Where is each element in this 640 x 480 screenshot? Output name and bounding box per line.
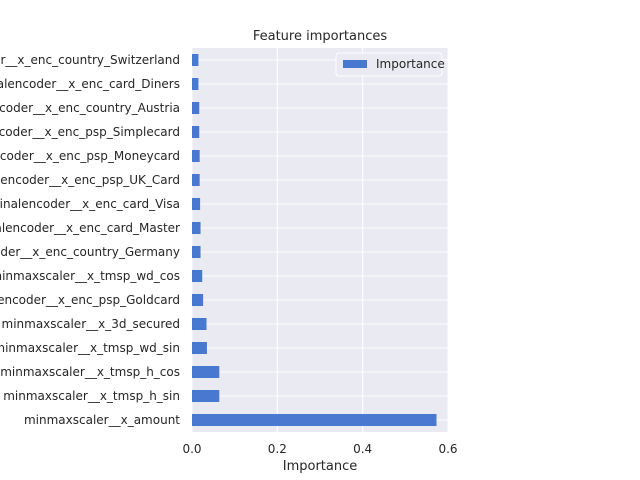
y-tick-labels: minmaxscaler__x_amount minmaxscaler__x_tm… bbox=[0, 53, 180, 427]
bar-ordinalencoder__x_enc_psp_UK_Card bbox=[192, 174, 200, 186]
y-tick-label: ordinalencoder__x_enc_country_Switzerlan… bbox=[0, 53, 180, 67]
x-tick-label: 0.2 bbox=[268, 442, 287, 456]
bar-ordinalencoder__x_enc_country_Germany bbox=[192, 246, 201, 258]
chart-title: Feature importances bbox=[253, 29, 388, 44]
y-tick-label: ordinalencoder__x_enc_psp_UK_Card bbox=[0, 173, 180, 187]
bar-ordinalencoder__x_enc_country_Austria bbox=[192, 102, 200, 114]
legend-box bbox=[335, 52, 443, 77]
x-axis-label: Importance bbox=[283, 459, 358, 474]
bar-minmaxscaler__x_tmsp_wd_sin bbox=[192, 342, 207, 354]
y-tick-label: ordinalencoder__x_enc_psp_Simplecard bbox=[0, 125, 180, 139]
legend-swatch bbox=[343, 60, 367, 68]
y-tick-label: ordinalencoder__x_enc_country_Austria bbox=[0, 101, 180, 115]
y-tick-label: ordinalencoder__x_enc_card_Master bbox=[0, 221, 180, 235]
grid-lines bbox=[191, 48, 449, 432]
bar-minmaxscaler__x_tmsp_wd_cos bbox=[192, 270, 203, 282]
bar-ordinalencoder__x_enc_psp_Simplecard bbox=[192, 126, 200, 138]
y-tick-label: minmaxscaler__x_tmsp_h_cos bbox=[0, 365, 180, 379]
bar-ordinalencoder__x_enc_card_Master bbox=[192, 222, 201, 234]
y-tick-label: minmaxscaler__x_amount bbox=[24, 413, 180, 427]
bar-ordinalencoder__x_enc_card_Diners bbox=[192, 78, 199, 90]
x-tick-label: 0.4 bbox=[353, 442, 372, 456]
bar-ordinalencoder__x_enc_psp_Goldcard bbox=[192, 294, 204, 306]
bar-ordinalencoder__x_enc_psp_Moneycard bbox=[192, 150, 200, 162]
y-tick-label: ordinalencoder__x_enc_card_Visa bbox=[0, 197, 180, 211]
bar-minmaxscaler__x_tmsp_h_cos bbox=[192, 366, 220, 378]
plot-background bbox=[192, 48, 448, 432]
y-tick-label: ordinalencoder__x_enc_country_Germany bbox=[0, 245, 180, 259]
bar-ordinalencoder__x_enc_card_Visa bbox=[192, 198, 201, 210]
bar-minmaxscaler__x_tmsp_h_sin bbox=[192, 390, 220, 402]
y-tick-label: minmaxscaler__x_tmsp_wd_sin bbox=[0, 341, 180, 355]
y-tick-label: ordinalencoder__x_enc_card_Diners bbox=[0, 77, 180, 91]
legend-label: Importance bbox=[376, 57, 445, 71]
x-tick-labels: 0.0 0.2 0.4 0.6 bbox=[182, 442, 457, 456]
y-tick-label: minmaxscaler__x_3d_secured bbox=[2, 317, 181, 331]
y-tick-label: ordinalencoder__x_enc_psp_Moneycard bbox=[0, 149, 180, 163]
y-tick-label: minmaxscaler__x_tmsp_h_sin bbox=[3, 389, 180, 403]
bars bbox=[192, 54, 437, 426]
legend: Importance bbox=[335, 52, 445, 77]
bar-minmaxscaler__x_amount bbox=[192, 414, 437, 426]
y-tick-label: minmaxscaler__x_tmsp_wd_cos bbox=[0, 269, 180, 283]
x-tick-label: 0.0 bbox=[182, 442, 201, 456]
bar-minmaxscaler__x_3d_secured bbox=[192, 318, 207, 330]
x-tick-label: 0.6 bbox=[438, 442, 457, 456]
y-tick-label: ordinalencoder__x_enc_psp_Goldcard bbox=[0, 293, 180, 307]
bar-ordinalencoder__x_enc_country_Switzerland bbox=[192, 54, 199, 66]
